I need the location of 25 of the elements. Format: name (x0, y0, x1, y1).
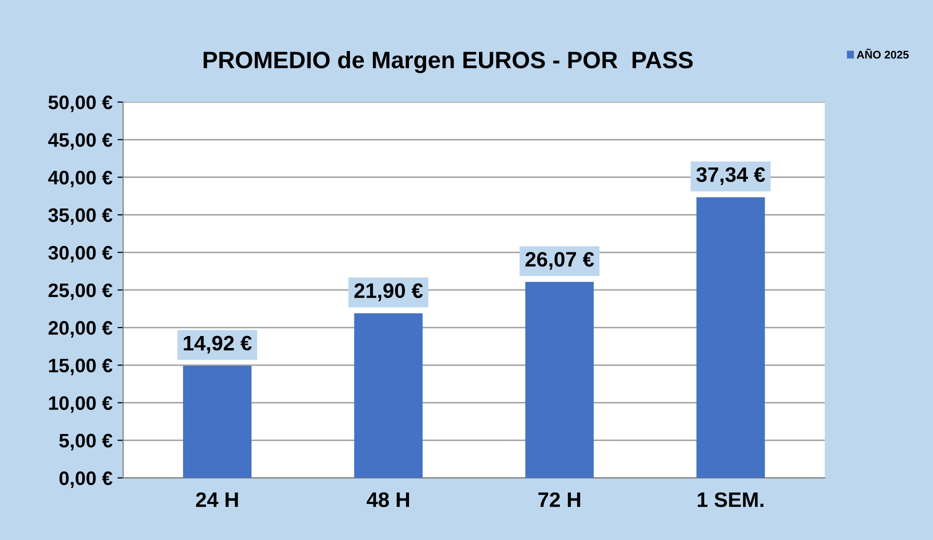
x-tick-label: 48 H (366, 492, 410, 508)
y-tick-label: 40,00 € (48, 170, 112, 188)
y-tick-label: 45,00 € (48, 133, 112, 150)
data-label: 26,07 € (526, 252, 594, 270)
data-label: 37,34 € (696, 167, 766, 186)
legend-label: AÑO 2025 (856, 48, 909, 59)
x-tick-label: 72 H (538, 492, 580, 507)
y-tick-label: 10,00 € (49, 396, 112, 413)
x-tick-label: 24 H (196, 492, 238, 507)
chart-title: PROMEDIO de Margen EUROS - POR PASS (204, 51, 693, 74)
bar (525, 282, 594, 478)
bar (183, 366, 252, 478)
y-tick-label: 20,00 € (48, 321, 112, 338)
y-tick-label: 50,00 € (48, 96, 112, 112)
y-tick-label: 0,00 € (59, 471, 112, 488)
x-tick-label: 1 SEM. (698, 492, 764, 508)
data-label: 14,92 € (184, 336, 252, 354)
y-tick-label: 15,00 € (49, 358, 112, 376)
y-tick-label: 25,00 € (48, 283, 112, 300)
bar (354, 313, 423, 478)
y-tick-label: 30,00 € (48, 246, 112, 262)
data-label: 21,90 € (354, 283, 423, 302)
y-tick-label: 35,00 € (48, 208, 112, 225)
y-tick-label: 5,00 € (59, 434, 112, 450)
bar (696, 197, 765, 478)
